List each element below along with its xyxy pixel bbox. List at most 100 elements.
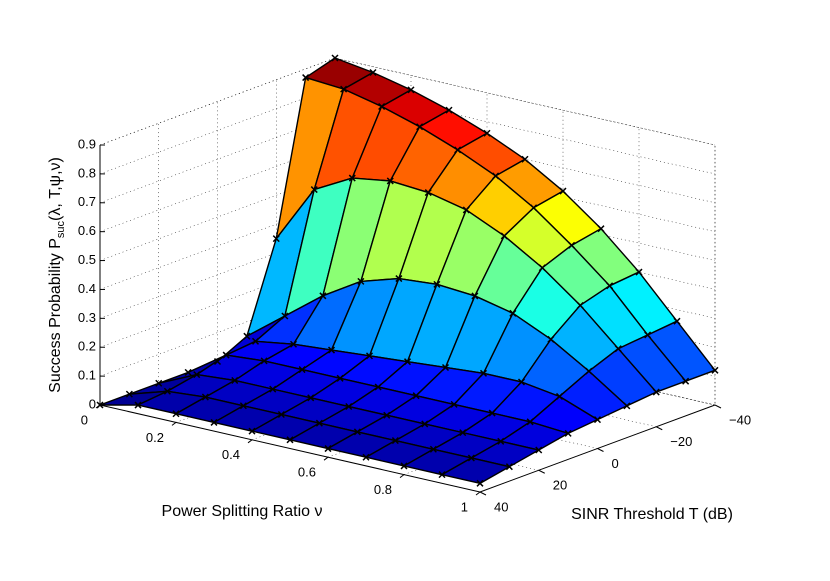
marker	[125, 390, 133, 398]
marker	[96, 401, 104, 409]
marker	[302, 74, 310, 82]
marker	[348, 174, 356, 182]
z-tick-label: 0.2	[78, 339, 96, 354]
y-tick-label: −40	[729, 412, 751, 427]
marker	[711, 366, 719, 374]
marker	[260, 357, 268, 365]
marker	[467, 454, 475, 462]
marker	[163, 387, 171, 395]
y-axis-label: SINR Threshold T (dB)	[571, 506, 733, 523]
marker	[395, 275, 403, 283]
marker	[433, 280, 441, 288]
y-tick-label: 40	[494, 499, 508, 514]
marker	[243, 332, 251, 340]
x-axis	[99, 404, 481, 493]
z-tick-label: 0.1	[78, 368, 96, 383]
marker	[454, 146, 462, 154]
marker	[547, 335, 555, 343]
marker	[673, 317, 681, 325]
marker	[476, 479, 484, 487]
y-tick	[479, 491, 487, 496]
marker	[535, 446, 543, 454]
marker	[193, 371, 201, 379]
z-axis-label-sub: suc	[55, 220, 67, 238]
marker	[497, 437, 505, 445]
z-tick-label: 0.3	[78, 310, 96, 325]
marker	[576, 301, 584, 309]
marker	[479, 369, 488, 377]
y-tick	[597, 448, 604, 452]
marker	[357, 277, 365, 285]
y-tick-label: 0	[612, 456, 619, 471]
marker	[505, 463, 513, 471]
marker	[269, 385, 277, 393]
marker	[272, 235, 280, 243]
marker	[509, 309, 517, 317]
marker	[324, 445, 332, 453]
marker	[421, 420, 429, 428]
marker	[213, 357, 222, 366]
marker	[682, 377, 690, 385]
marker	[450, 400, 458, 408]
marker	[391, 437, 399, 445]
z-axis-label-main: Success Probability P	[47, 238, 64, 393]
marker	[239, 402, 247, 410]
y-tick	[714, 404, 722, 409]
marker	[593, 416, 602, 424]
marker	[201, 393, 209, 401]
marker	[424, 189, 432, 197]
y-tick	[538, 469, 545, 474]
marker	[281, 312, 289, 320]
marker	[336, 374, 344, 382]
x-tick	[171, 421, 177, 426]
x-tick-label: 0.6	[298, 465, 316, 480]
marker	[521, 155, 529, 163]
marker	[652, 388, 660, 396]
marker	[340, 85, 348, 93]
marker	[635, 268, 643, 276]
x-tick-label: 0.2	[146, 430, 164, 445]
marker	[488, 409, 496, 417]
marker	[471, 292, 479, 300]
z-tick-label: 0	[89, 396, 96, 411]
marker	[403, 358, 412, 366]
marker	[568, 241, 576, 249]
marker	[251, 337, 260, 345]
z-tick-label: 0.8	[78, 165, 96, 180]
marker	[462, 206, 470, 214]
marker	[538, 264, 546, 272]
z-tick-label: 0.5	[78, 252, 96, 267]
marker	[222, 351, 230, 359]
marker	[445, 106, 453, 114]
marker	[492, 172, 500, 180]
marker	[400, 462, 408, 470]
marker	[289, 340, 298, 348]
x-tick-label: 0.8	[374, 482, 392, 497]
marker	[184, 368, 192, 376]
z-axis-label-tail: (λ, T,ψ,ν)	[47, 157, 64, 221]
x-tick	[323, 456, 329, 461]
marker	[374, 383, 382, 391]
marker	[555, 392, 564, 400]
marker	[315, 419, 323, 427]
x-tick-label: 1	[461, 499, 468, 514]
marker	[526, 418, 534, 426]
marker	[210, 418, 218, 426]
marker	[327, 346, 336, 354]
z-axis-label: Success Probability Psuc(λ, T,ψ,ν)	[47, 157, 67, 393]
marker	[614, 345, 622, 353]
marker	[362, 453, 370, 461]
x-tick	[247, 439, 253, 444]
marker	[623, 402, 631, 410]
marker	[517, 378, 526, 386]
x-tick	[475, 491, 481, 496]
y-tick-label: −20	[670, 434, 692, 449]
marker	[155, 379, 163, 387]
x-tick-label: 0.4	[222, 447, 240, 462]
marker	[429, 445, 437, 453]
marker	[248, 427, 256, 435]
marker	[564, 429, 572, 437]
z-tick-label: 0.7	[78, 194, 96, 209]
marker	[606, 282, 614, 290]
marker	[407, 86, 415, 94]
